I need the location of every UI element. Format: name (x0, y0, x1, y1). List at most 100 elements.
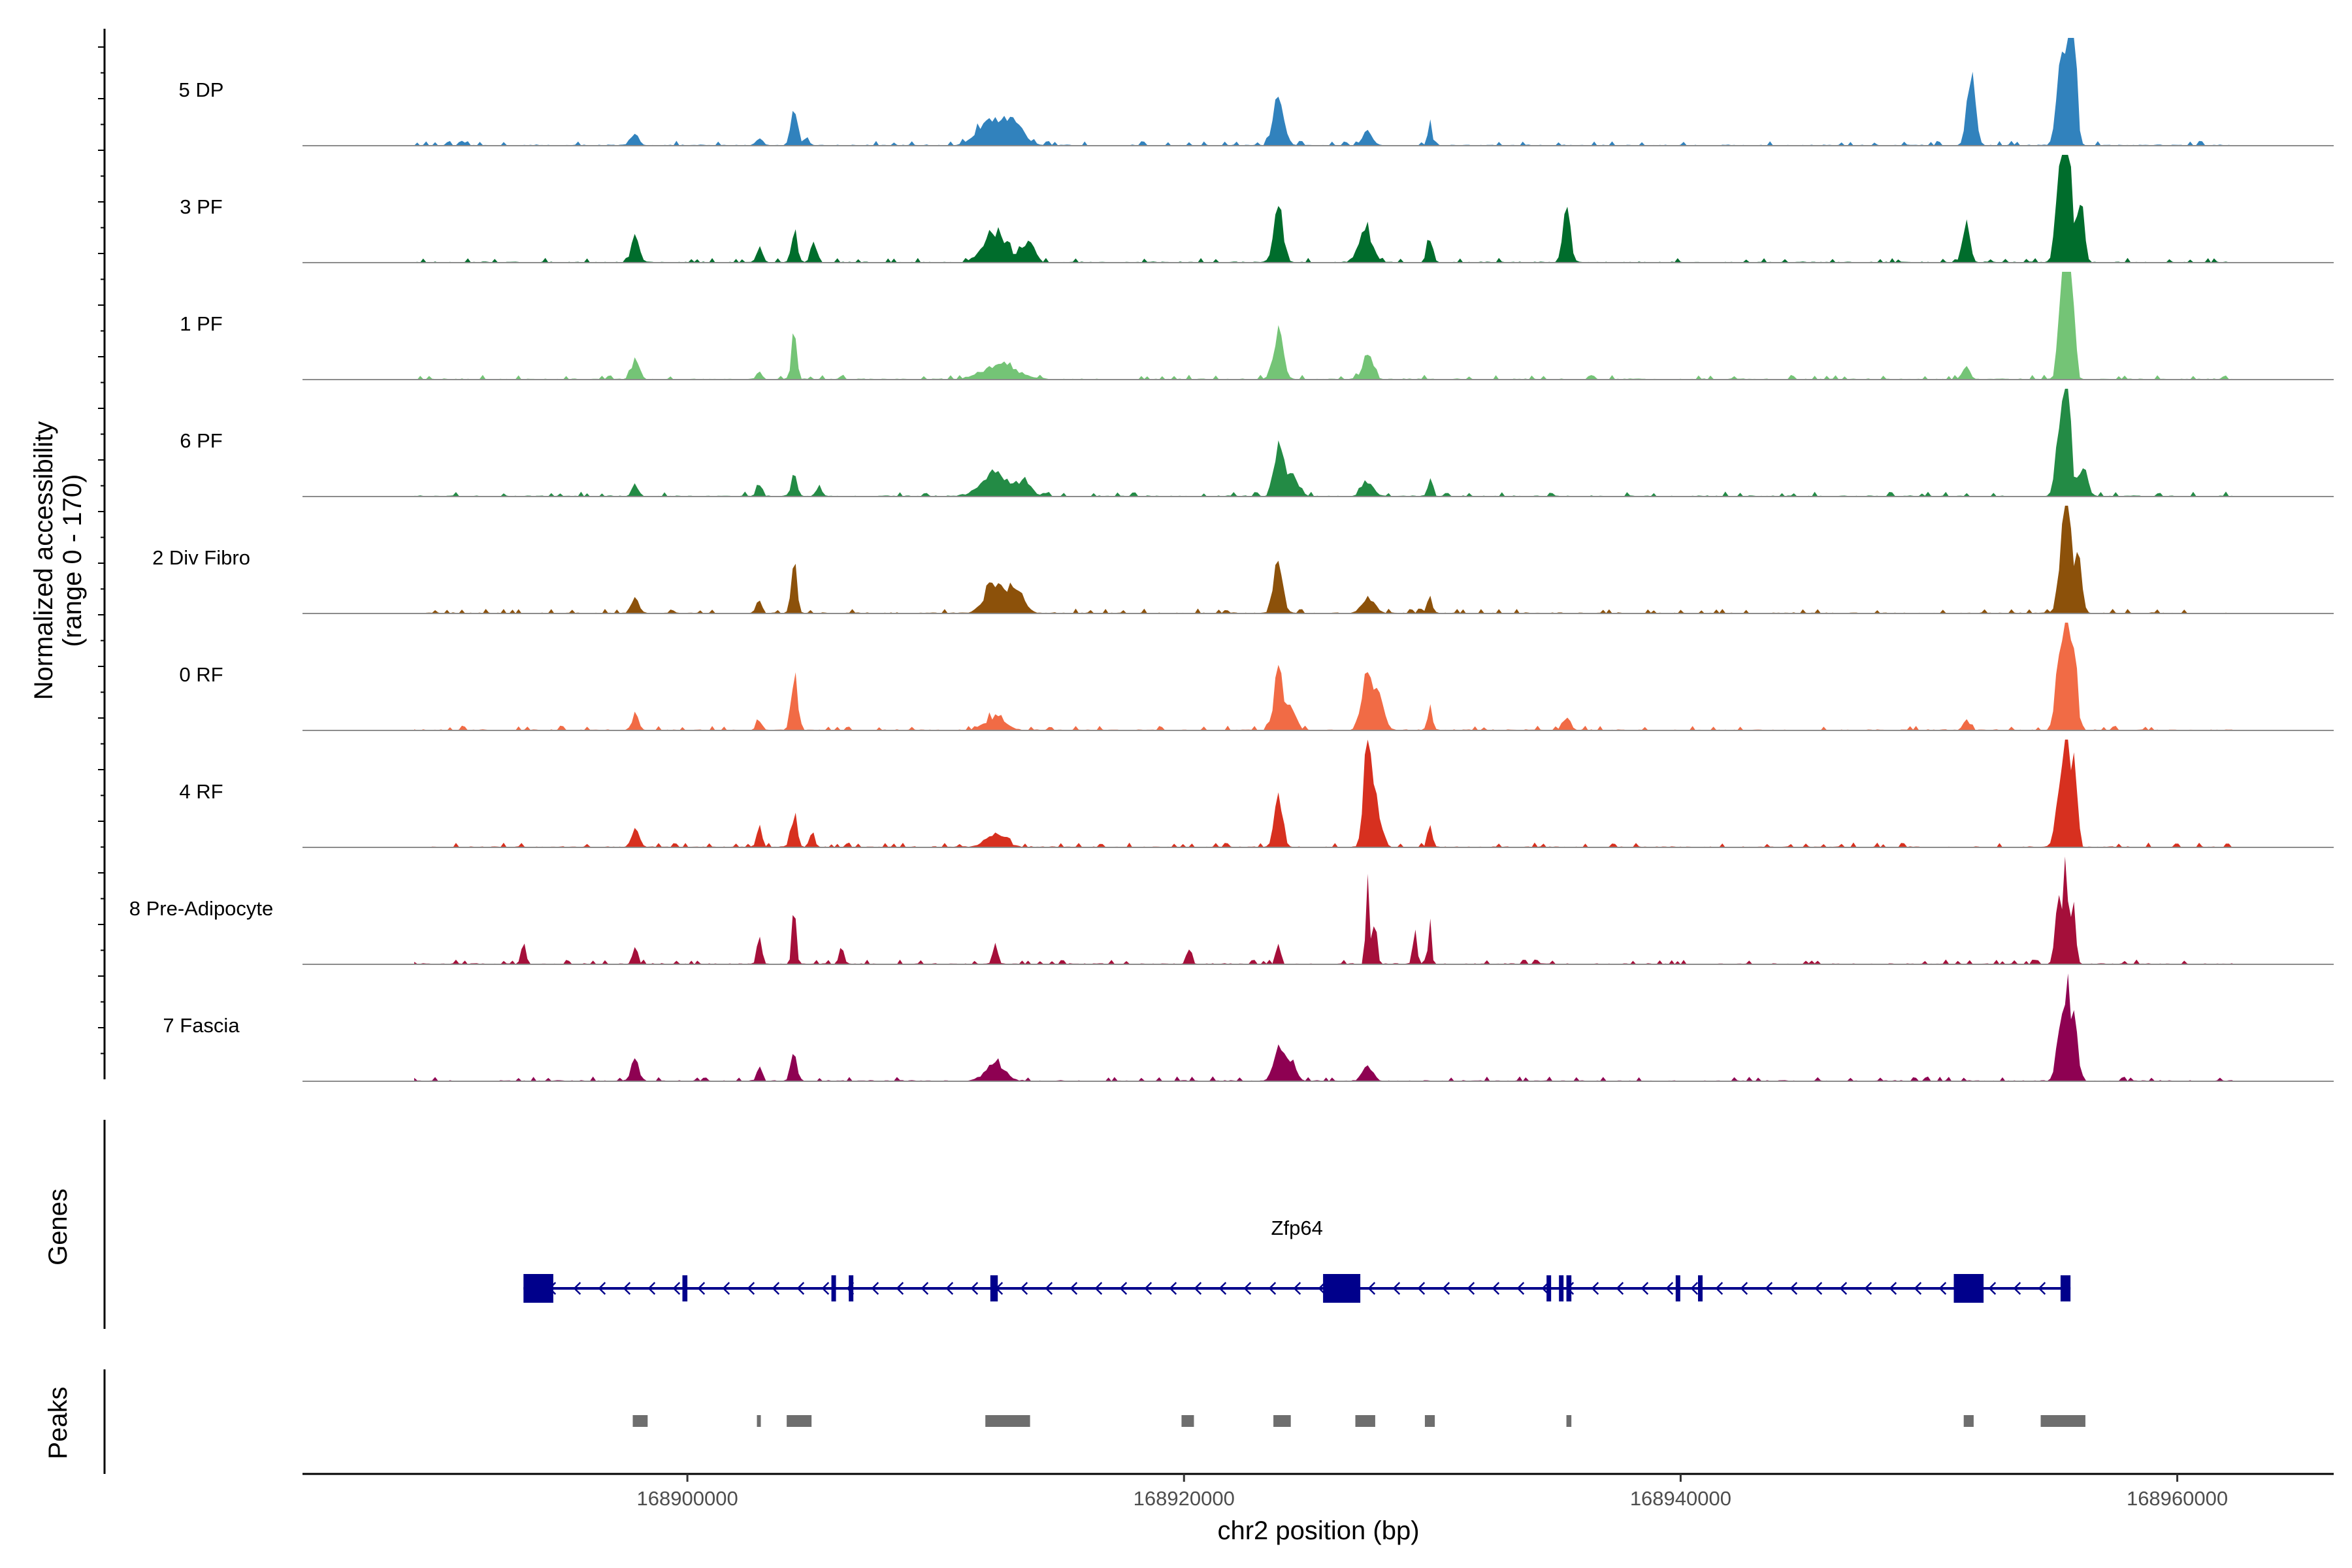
coverage-tracks: 5 DP 3 PF 1 PF 6 PF 2 Div Fibro 0 RF 4 RF 8 Pre… (129, 38, 2334, 1082)
strand-arrow (896, 1282, 904, 1295)
coverage-track: 1 PF (180, 272, 2334, 380)
coverage-area (414, 506, 2234, 613)
strand-arrow (1268, 1282, 1277, 1295)
strand-arrow (1740, 1282, 1748, 1295)
strand-arrow (598, 1282, 606, 1295)
strand-arrow (722, 1282, 730, 1295)
track-label: 7 Fascia (163, 1014, 240, 1037)
strand-arrow (1641, 1282, 1649, 1295)
coverage-track: 8 Pre-Adipocyte (129, 857, 2334, 965)
strand-arrow (1442, 1282, 1450, 1295)
gene-exon (1546, 1275, 1552, 1301)
strand-arrow (1839, 1282, 1848, 1295)
strand-arrow (2013, 1282, 2021, 1295)
strand-arrow (1591, 1282, 1599, 1295)
strand-arrow (1889, 1282, 1897, 1295)
peak-track (632, 1415, 2085, 1427)
peak-region (787, 1415, 812, 1427)
coverage-track: 0 RF (179, 623, 2334, 731)
track-label: 5 DP (179, 78, 224, 101)
strand-arrow (623, 1282, 631, 1295)
gene-exon (1559, 1275, 1564, 1301)
strand-arrow (1169, 1282, 1177, 1295)
gene-exon (1953, 1274, 1984, 1303)
peak-region (1181, 1415, 1194, 1427)
gene-exon (831, 1275, 836, 1301)
strand-arrow (1789, 1282, 1798, 1295)
track-label: 4 RF (179, 780, 223, 803)
strand-arrow (921, 1282, 929, 1295)
coverage-area (414, 155, 2234, 263)
x-tick-label: 168940000 (1630, 1487, 1731, 1510)
peak-region (1566, 1415, 1572, 1427)
peak-region (2040, 1415, 2085, 1427)
strand-arrow (573, 1282, 581, 1295)
track-label: 3 PF (180, 195, 222, 218)
strand-arrow (1392, 1282, 1401, 1295)
strand-arrow (2038, 1282, 2046, 1295)
peak-region (1273, 1415, 1291, 1427)
strand-arrow (945, 1282, 954, 1295)
strand-arrow (1094, 1282, 1103, 1295)
gene-exon (1323, 1274, 1361, 1303)
coverage-area (414, 740, 2234, 847)
strand-arrow (1715, 1282, 1723, 1295)
coverage-area (414, 272, 2234, 380)
x-axis-title: chr2 position (bp) (1217, 1516, 1419, 1545)
coverage-area (414, 973, 2234, 1081)
x-tick-label: 168900000 (637, 1487, 738, 1510)
strand-arrow (1045, 1282, 1053, 1295)
strand-arrow (1938, 1282, 1947, 1295)
coverage-area (414, 623, 2234, 730)
strand-arrow (1516, 1282, 1525, 1295)
strand-arrow (821, 1282, 830, 1295)
y-axis-title-line2: (range 0 - 170) (58, 474, 87, 647)
strand-arrow (1070, 1282, 1078, 1295)
gene-exon (1675, 1275, 1680, 1301)
gene-track: Zfp64 (523, 1217, 2071, 1303)
track-label: 2 Div Fibro (152, 546, 250, 569)
coverage-track: 2 Div Fibro (152, 506, 2334, 614)
strand-arrow (772, 1282, 780, 1295)
strand-arrow (1218, 1282, 1227, 1295)
coverage-track: 5 DP (179, 38, 2334, 146)
x-tick-label: 168920000 (1134, 1487, 1235, 1510)
strand-arrow (1293, 1282, 1301, 1295)
peak-region (1424, 1415, 1435, 1427)
track-label: 0 RF (179, 663, 223, 686)
strand-arrow (747, 1282, 755, 1295)
x-axis-ticks: 168900000 168920000 168940000 168960000 (637, 1474, 2228, 1510)
peak-region (632, 1415, 648, 1427)
strand-arrow (1144, 1282, 1152, 1295)
gene-exon (990, 1275, 998, 1301)
strand-arrow (1417, 1282, 1426, 1295)
gene-name-label: Zfp64 (1271, 1217, 1323, 1239)
track-label: 6 PF (180, 429, 222, 452)
strand-arrow (1914, 1282, 1922, 1295)
y-axis-ticks (98, 46, 105, 1054)
strand-arrow (1690, 1282, 1699, 1295)
strand-arrow (672, 1282, 681, 1295)
strand-arrow (1765, 1282, 1773, 1295)
gene-exon (2060, 1275, 2071, 1301)
track-label: 1 PF (180, 312, 222, 335)
y-axis-title: Normalized accessibility (range 0 - 170) (29, 421, 87, 700)
peak-region (1963, 1415, 1974, 1427)
peak-region (985, 1415, 1030, 1427)
gene-exon (1566, 1275, 1572, 1301)
coverage-track: 4 RF (179, 740, 2334, 848)
gene-exon (849, 1275, 854, 1301)
gene-exon (523, 1274, 553, 1303)
strand-arrow (1119, 1282, 1128, 1295)
strand-arrow (1367, 1282, 1376, 1295)
strand-arrow (1616, 1282, 1624, 1295)
coverage-area (414, 38, 2234, 146)
coverage-track: 3 PF (180, 155, 2334, 263)
strand-arrow (796, 1282, 805, 1295)
genes-track-title: Genes (44, 1188, 73, 1266)
strand-arrow (1020, 1282, 1028, 1295)
strand-arrow (1243, 1282, 1252, 1295)
peak-region (757, 1415, 761, 1427)
strand-arrow (1988, 1282, 1997, 1295)
